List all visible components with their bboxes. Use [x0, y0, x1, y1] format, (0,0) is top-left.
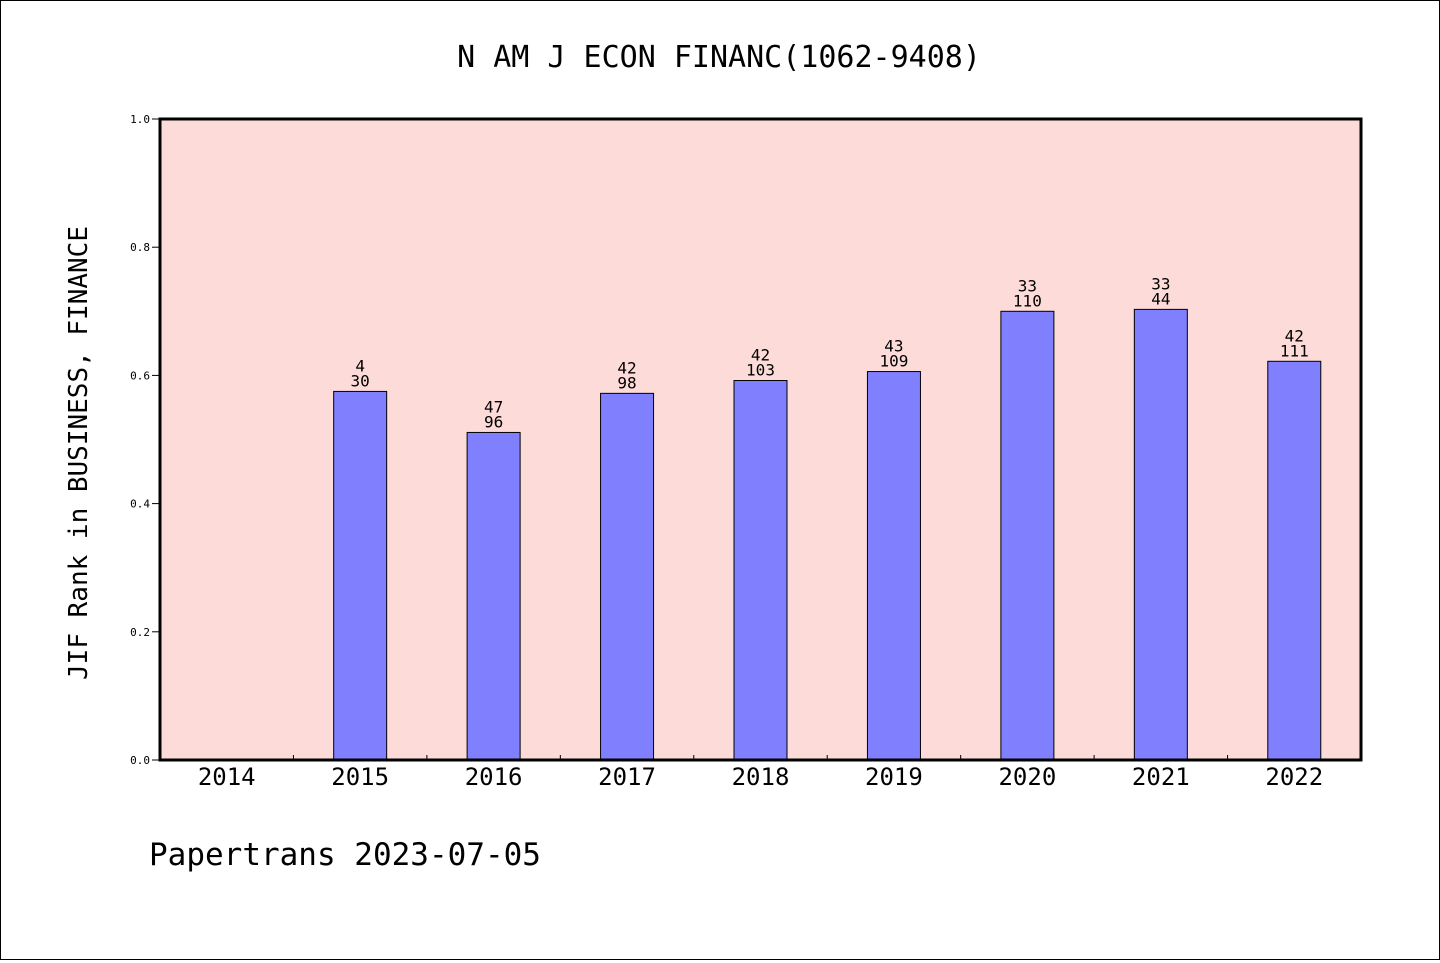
x-tick-label: 2022: [1265, 763, 1323, 791]
y-axis-ticks: 0.0 0.2 0.4 0.6 0.8 1.0: [130, 113, 160, 767]
x-axis-ticks: 2014 2015 2016 2017 2018 2019 2020 2021 2022: [198, 755, 1323, 791]
bar: [333, 390, 388, 761]
bar: [1000, 310, 1055, 761]
bar-label-top: 33: [1151, 274, 1170, 293]
x-tick-label: 2017: [598, 763, 656, 791]
y-tick-label: 0.0: [130, 754, 150, 767]
y-axis-label: JIF Rank in BUSINESS, FINANCE: [64, 226, 94, 680]
bar-label-bottom: 96: [484, 412, 503, 431]
chart-title: N AM J ECON FINANC(1062-9408): [457, 40, 981, 75]
y-tick-label: 1.0: [130, 113, 150, 126]
bar: [1133, 308, 1188, 761]
y-tick-label: 0.4: [130, 498, 150, 511]
bar: [466, 431, 521, 761]
plot-frame: [158, 117, 1363, 762]
y-tick-label: 0.8: [130, 241, 150, 254]
bar: [866, 371, 921, 761]
bar-label-bottom: 110: [1013, 291, 1042, 310]
x-tick-label: 2015: [331, 763, 389, 791]
bar-label-bottom: 103: [746, 361, 775, 380]
x-tick-label: 2016: [465, 763, 523, 791]
bar-label-top: 42: [1285, 326, 1304, 345]
bar-label-top: 43: [884, 337, 903, 356]
bar-label-bottom: 109: [879, 352, 908, 371]
bar: [733, 380, 788, 761]
bar-label-bottom: 111: [1280, 341, 1309, 360]
bars: [333, 308, 1322, 761]
bar-label-top: 4: [355, 356, 365, 375]
bar-label-top: 47: [484, 397, 503, 416]
bar-label-bottom: 44: [1151, 289, 1170, 308]
bar-label-bottom: 30: [351, 371, 370, 390]
y-tick-label: 0.2: [130, 626, 150, 639]
x-tick-label: 2018: [732, 763, 790, 791]
bar: [1267, 360, 1322, 761]
x-tick-label: 2020: [998, 763, 1056, 791]
bar: [600, 392, 655, 761]
bar-label-top: 42: [617, 358, 636, 377]
bar-label-bottom: 98: [617, 373, 636, 392]
footer-text: Papertrans 2023-07-05: [149, 837, 541, 873]
x-tick-label: 2019: [865, 763, 923, 791]
y-tick-label: 0.6: [130, 369, 150, 382]
bar-label-top: 33: [1018, 276, 1037, 295]
x-tick-label: 2014: [198, 763, 256, 791]
bar-label-top: 42: [751, 346, 770, 365]
x-tick-label: 2021: [1132, 763, 1190, 791]
